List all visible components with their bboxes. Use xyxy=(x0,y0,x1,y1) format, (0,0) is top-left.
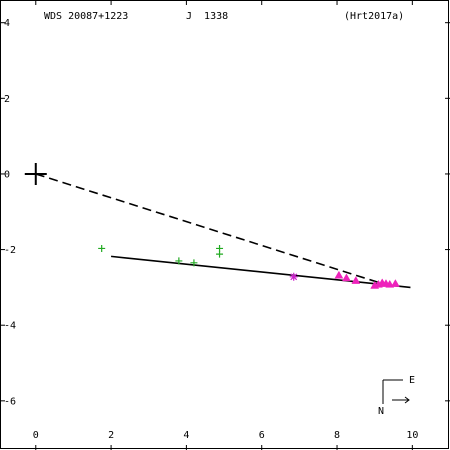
x-tick-label: 2 xyxy=(108,430,114,441)
plus-marker xyxy=(175,257,183,265)
x-tick-label: 0 xyxy=(33,430,39,441)
discoverer-label: J 1338 xyxy=(186,11,228,22)
triangle-marker xyxy=(390,279,400,287)
triangle-marker xyxy=(342,273,351,282)
line-of-nodes xyxy=(35,173,383,285)
y-tick-label: 4 xyxy=(4,18,10,29)
compass-east-label: E xyxy=(409,375,415,386)
x-tick-label: 8 xyxy=(334,430,340,441)
compass-icon: E N xyxy=(378,375,415,417)
triangle-marker xyxy=(334,270,344,279)
y-tick-label: -4 xyxy=(4,321,16,332)
wds-id-label: WDS 20087+1223 xyxy=(44,11,128,22)
orbit-line xyxy=(111,255,411,289)
data-markers xyxy=(98,244,400,289)
y-tick-label: -6 xyxy=(4,396,16,407)
plus-marker xyxy=(98,244,106,252)
y-tick-label: 0 xyxy=(4,169,10,180)
y-tick-label: 2 xyxy=(4,94,10,105)
fit-lines xyxy=(35,173,411,289)
y-tick-label: -2 xyxy=(4,245,16,256)
compass-north-label: N xyxy=(378,406,384,417)
primary-star-marker xyxy=(24,162,47,185)
star-marker xyxy=(289,272,298,281)
reference-label: (Hrt2017a) xyxy=(344,11,404,22)
triangle-marker xyxy=(351,276,361,284)
axis-tick-labels: 0 2 4 6 8 10 4 2 0 -2 -4 -6 xyxy=(4,18,418,441)
x-tick-label: 10 xyxy=(406,430,418,441)
plus-marker xyxy=(190,259,198,267)
x-tick-label: 6 xyxy=(259,430,265,441)
primary-cross xyxy=(24,162,47,185)
plus-marker xyxy=(216,250,224,258)
x-tick-label: 4 xyxy=(183,430,189,441)
